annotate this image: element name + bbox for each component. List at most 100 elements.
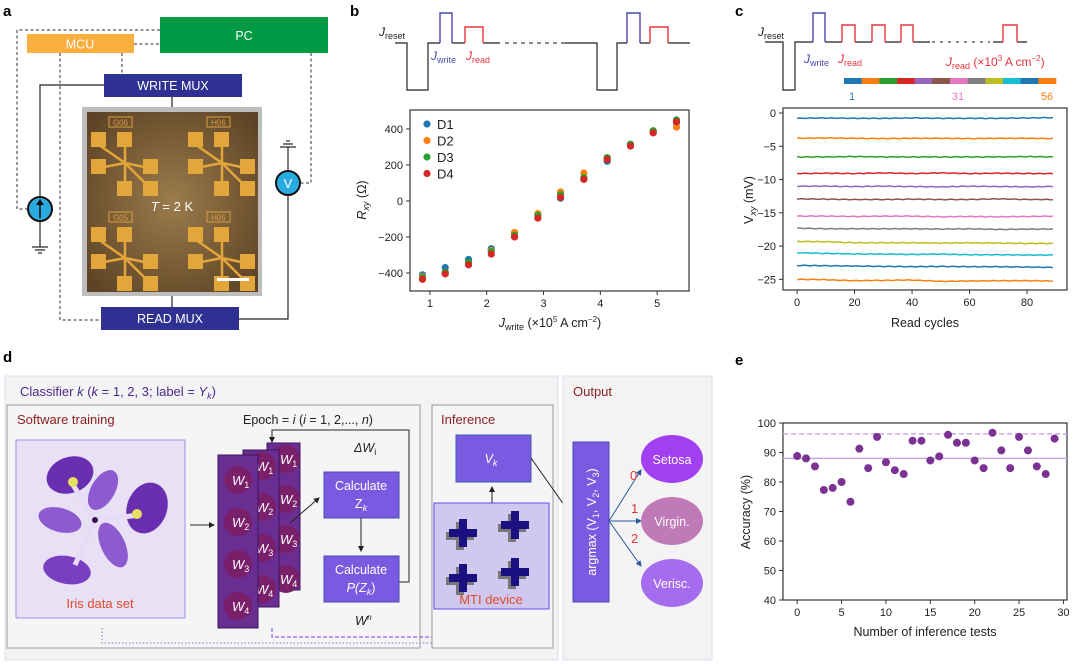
weight-node (224, 592, 252, 620)
weight-label: W3 (280, 532, 297, 549)
data-point (917, 436, 926, 445)
colorbar-segment (985, 78, 1004, 84)
panel-label-b: b (350, 3, 359, 20)
chip-label: G05 (113, 214, 129, 223)
ground-icon (280, 140, 296, 148)
data-point-d4 (510, 233, 519, 241)
x-axis-label-e: Number of inference tests (853, 625, 996, 639)
data-point (855, 444, 864, 453)
weight-layer: W1 W2 W3 W4 (217, 454, 259, 629)
data-point-d4 (580, 175, 588, 183)
panel-label-a: a (3, 3, 12, 20)
data-point-d4 (556, 193, 565, 201)
data-point-d4 (534, 214, 542, 222)
mti-device-label: MTI device (459, 592, 523, 607)
series-line (796, 197, 1053, 201)
iris-flower-image (38, 456, 168, 585)
y-tick-label: 400 (385, 124, 403, 136)
data-point (881, 458, 890, 467)
data-point (846, 497, 855, 506)
data-point (1015, 432, 1024, 441)
calculate-z-box (323, 471, 400, 519)
data-point (793, 452, 802, 461)
calculate-p-symbol: P(Zk) (347, 581, 376, 597)
class-label: Verisc. (653, 577, 691, 591)
y-tick-label: 90 (764, 448, 776, 460)
j-read-label: Jread (837, 52, 862, 68)
data-point-d4 (464, 261, 473, 269)
panel-d: d Classifier k (k = 1, 2, 3; label = Yk)… (3, 349, 713, 661)
chip-label: G06 (113, 119, 129, 128)
data-point-d4 (649, 129, 657, 137)
v-k-label: Vk (485, 452, 498, 468)
legend-marker (423, 153, 431, 161)
classifier-title: Classifier k (k = 1, 2, 3; label = Yk) (20, 384, 216, 401)
legend-marker (423, 169, 431, 178)
class-index: 0 (630, 468, 637, 483)
voltmeter-icon: V (275, 170, 301, 196)
legend-marker (423, 136, 431, 145)
colorbar-segment (897, 78, 915, 84)
argmax-box (572, 441, 610, 603)
data-point-d4 (487, 250, 495, 258)
j-reset-label: Jreset (757, 25, 785, 41)
legend-label: D4 (437, 167, 454, 182)
control-line (16, 29, 160, 210)
colorbar-segment (932, 78, 951, 84)
weight-label: W3 (256, 541, 273, 558)
weight-label: W1 (280, 452, 297, 469)
wire (39, 84, 104, 197)
y-axis-label-b: Rxy (Ω) (355, 180, 371, 219)
y-tick-label: −25 (757, 274, 776, 286)
data-point-d4 (418, 275, 427, 283)
class-index: 1 (631, 501, 638, 516)
data-point (1041, 470, 1050, 479)
data-point (1032, 462, 1041, 471)
class-label: Setosa (653, 453, 692, 467)
data-point (899, 470, 908, 479)
y-tick-label: 60 (764, 536, 776, 548)
weight-label: W1 (232, 473, 249, 490)
legend-label: D3 (437, 150, 454, 165)
class-verisc (641, 559, 703, 607)
y-tick-label: −400 (378, 268, 403, 280)
colorbar-label: 31 (952, 91, 964, 103)
weight-label: W2 (232, 515, 249, 532)
y-tick-label: −20 (757, 241, 776, 253)
x-axis-label-b: Jwrite (×105 A cm−2) (498, 315, 601, 332)
data-point-d4 (441, 270, 449, 278)
x-tick-label: 20 (848, 297, 860, 309)
panel-b: b Jreset Jwrite Jread 1 2 3 4 5 −400 −200 0 200 4… (350, 3, 690, 332)
panel-e: e 0 5 10 15 20 25 30 40 50 60 70 80 90 100 Number of … (735, 352, 1070, 639)
weight-label: W2 (280, 492, 297, 509)
class-label: Virgin. (654, 515, 689, 529)
x-tick-label: 20 (969, 607, 981, 619)
panel-label-d: d (3, 349, 12, 366)
y-axis-label-e: Accuracy (%) (739, 475, 753, 549)
x-tick-label: 5 (839, 607, 845, 619)
argmax-label: argmax (V1, V2, V3) (585, 468, 601, 575)
series-line (796, 155, 1053, 158)
weight-label: W4 (256, 582, 273, 599)
read-mux-box (101, 307, 239, 330)
data-point-d4 (626, 142, 635, 150)
data-point (837, 478, 846, 486)
weight-label: W1 (256, 459, 273, 476)
series-line (796, 251, 1054, 257)
panel-label-e: e (735, 352, 743, 369)
panel-a: a PC MCU WRITE MUX READ MUX V (3, 3, 328, 330)
pulse-sequence-b: Jreset Jwrite Jread (378, 12, 690, 91)
weight-label: W2 (256, 500, 273, 517)
weight-label: W3 (232, 557, 249, 574)
w-n-label: Wn (355, 613, 372, 628)
series-line (797, 136, 1053, 140)
calculate-p-label: Calculate (335, 563, 387, 577)
data-point-d4 (672, 118, 681, 126)
class-arrows (608, 469, 642, 567)
colorbar-segment (967, 78, 986, 84)
write-mux-label: WRITE MUX (137, 79, 209, 93)
inference-title: Inference (441, 412, 495, 427)
data-point (997, 446, 1006, 455)
j-read-label: Jread (465, 49, 490, 65)
